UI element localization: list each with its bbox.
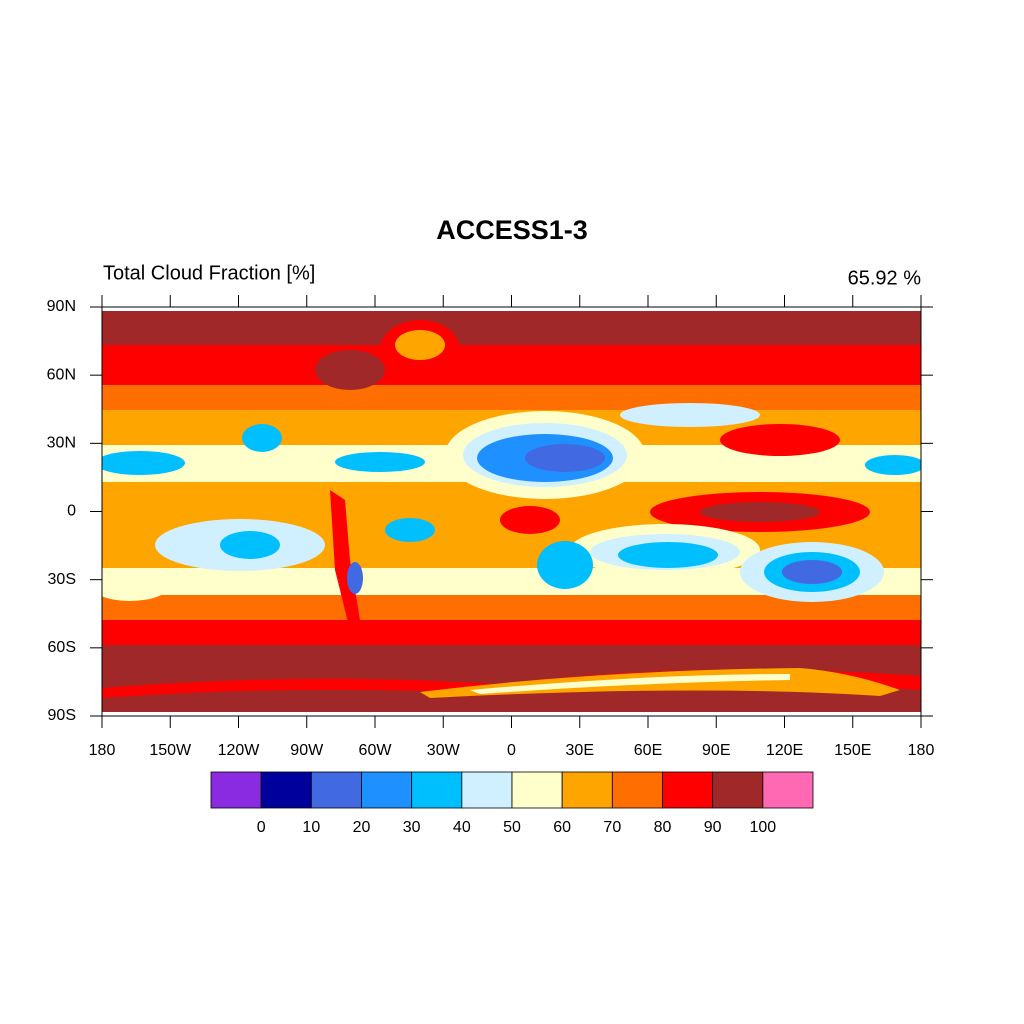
map-field — [102, 311, 921, 712]
x-tick-label: 180 — [89, 742, 116, 759]
colorbar-box — [561, 771, 613, 809]
colorbar-box — [210, 771, 262, 809]
y-tick-label: 90S — [48, 707, 76, 724]
x-tick-label: 0 — [507, 742, 516, 759]
x-tick-label: 120W — [218, 742, 261, 759]
y-tick-label: 90N — [47, 298, 76, 315]
x-tick-label: 60E — [634, 742, 662, 759]
colorbar-label: 40 — [453, 819, 471, 836]
colorbar-box — [461, 771, 513, 809]
x-tick-label: 180 — [908, 742, 935, 759]
x-tick-label: 150E — [834, 742, 871, 759]
colorbar-label: 10 — [302, 819, 320, 836]
y-tick-label: 60N — [47, 366, 76, 383]
x-tick-label: 30W — [427, 742, 461, 759]
colorbar-box — [662, 771, 714, 809]
title: ACCESS1-3 — [436, 215, 588, 245]
colorbar: 0 10 20 30 40 50 60 70 80 90 100 — [210, 771, 814, 836]
y-tick-label: 0 — [67, 503, 76, 520]
subtitle-right: 65.92 % — [848, 267, 922, 289]
colorbar-box — [511, 771, 563, 809]
x-tick-label: 150W — [149, 742, 192, 759]
colorbar-box — [361, 771, 413, 809]
y-tick-label: 30S — [48, 571, 76, 588]
subtitle-left: Total Cloud Fraction [%] — [103, 262, 315, 284]
colorbar-label: 20 — [353, 819, 371, 836]
y-tick-label: 30N — [47, 435, 76, 452]
x-tick-label: 90E — [702, 742, 730, 759]
x-tick-label: 60W — [359, 742, 393, 759]
x-tick-label: 90W — [290, 742, 324, 759]
colorbar-box — [762, 771, 814, 809]
y-tick-label: 60S — [48, 639, 76, 656]
colorbar-label: 100 — [749, 819, 776, 836]
colorbar-box — [411, 771, 463, 809]
colorbar-box — [611, 771, 663, 809]
colorbar-box — [260, 771, 312, 809]
colorbar-label: 60 — [553, 819, 571, 836]
colorbar-label: 90 — [704, 819, 722, 836]
colorbar-box — [712, 771, 764, 809]
x-tick-label: 120E — [766, 742, 803, 759]
colorbar-label: 0 — [257, 819, 266, 836]
colorbar-label: 30 — [403, 819, 421, 836]
colorbar-label: 50 — [503, 819, 521, 836]
colorbar-box — [310, 771, 362, 809]
colorbar-label: 70 — [603, 819, 621, 836]
colorbar-label: 80 — [654, 819, 672, 836]
x-tick-label: 30E — [566, 742, 594, 759]
